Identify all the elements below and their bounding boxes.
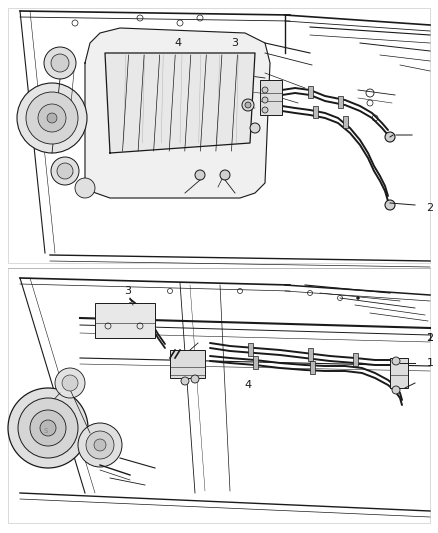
Text: 4: 4 [244,380,251,390]
Circle shape [94,439,106,451]
Bar [95,303,155,338]
Circle shape [357,296,360,300]
Circle shape [40,420,56,436]
Circle shape [78,423,122,467]
Bar [170,350,205,378]
Circle shape [8,388,88,468]
Circle shape [262,87,268,93]
Circle shape [17,83,87,153]
Circle shape [392,386,400,394]
Circle shape [220,170,230,180]
Bar [8,8,430,263]
Text: 4: 4 [174,38,182,48]
Circle shape [51,54,69,72]
Bar [248,343,253,356]
Text: 1: 1 [427,333,434,343]
Text: 2: 2 [427,333,434,343]
Bar [343,116,348,128]
Bar [253,356,258,369]
Circle shape [62,375,78,391]
Text: 2: 2 [427,203,434,213]
Bar [260,80,282,115]
Text: S: S [44,428,48,434]
Circle shape [38,104,66,132]
Circle shape [262,97,268,103]
Bar [390,358,408,388]
Text: 3: 3 [124,286,131,296]
Text: 3: 3 [232,38,239,48]
Circle shape [30,410,66,446]
Bar [353,353,358,366]
Circle shape [250,123,260,133]
Bar [8,268,430,523]
Circle shape [392,357,400,365]
Polygon shape [85,28,270,198]
Circle shape [75,178,95,198]
Circle shape [18,398,78,458]
Circle shape [57,163,73,179]
Circle shape [51,157,79,185]
Circle shape [242,99,254,111]
Circle shape [47,113,57,123]
Bar [308,86,313,98]
Circle shape [44,47,76,79]
Circle shape [86,431,114,459]
Text: 1: 1 [427,358,434,368]
Polygon shape [105,53,255,153]
Bar [310,361,315,374]
Circle shape [262,107,268,113]
Circle shape [385,200,395,210]
Bar [313,106,318,118]
Bar [308,348,313,361]
Circle shape [385,132,395,142]
Circle shape [55,368,85,398]
Circle shape [195,170,205,180]
Circle shape [26,92,78,144]
Circle shape [181,377,189,385]
Circle shape [191,375,199,383]
Bar [338,96,343,108]
Circle shape [245,102,251,108]
